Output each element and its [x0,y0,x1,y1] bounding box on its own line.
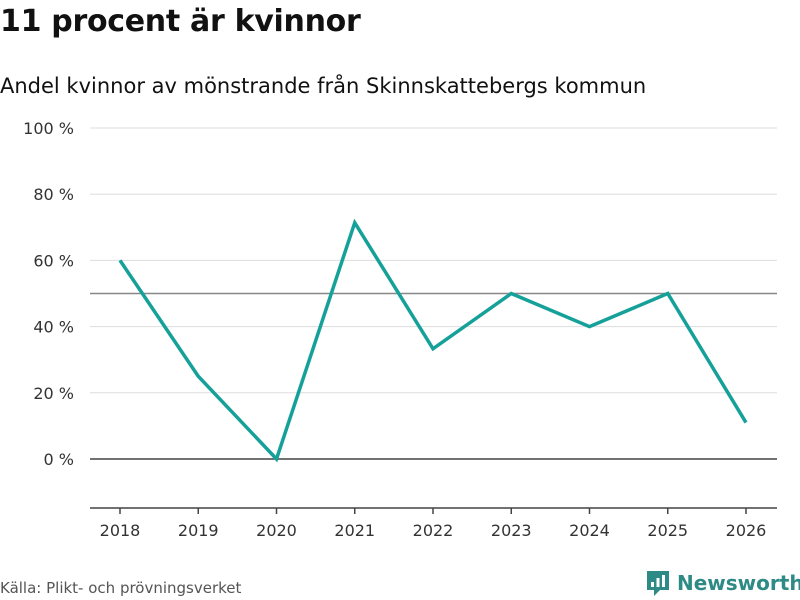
x-tick-label: 2025 [647,521,688,540]
source-note: Källa: Plikt- och prövningsverket [0,579,242,597]
x-tick-label: 2026 [726,521,767,540]
y-tick-label: 0 % [44,450,74,469]
x-tick-label: 2018 [100,521,141,540]
y-tick-label: 40 % [33,318,74,337]
x-tick-label: 2024 [569,521,610,540]
x-tick-label: 2022 [413,521,454,540]
chart-subtitle: Andel kvinnor av mönstrande från Skinnsk… [0,74,647,98]
x-tick-label: 2023 [491,521,532,540]
x-tick-label: 2019 [178,521,219,540]
y-tick-label: 80 % [33,185,74,204]
series-line [118,218,748,463]
brand-logo: Newsworthy [645,569,800,597]
newsworthy-logo-icon [647,571,669,596]
x-tick-label: 2020 [256,521,297,540]
y-tick-label: 20 % [33,384,74,403]
x-tick-label: 2021 [334,521,375,540]
brand-name: Newsworthy [677,571,800,595]
y-tick-label: 60 % [33,251,74,270]
chart-title: 11 procent är kvinnor [0,4,361,39]
y-tick-label: 100 % [23,119,74,138]
